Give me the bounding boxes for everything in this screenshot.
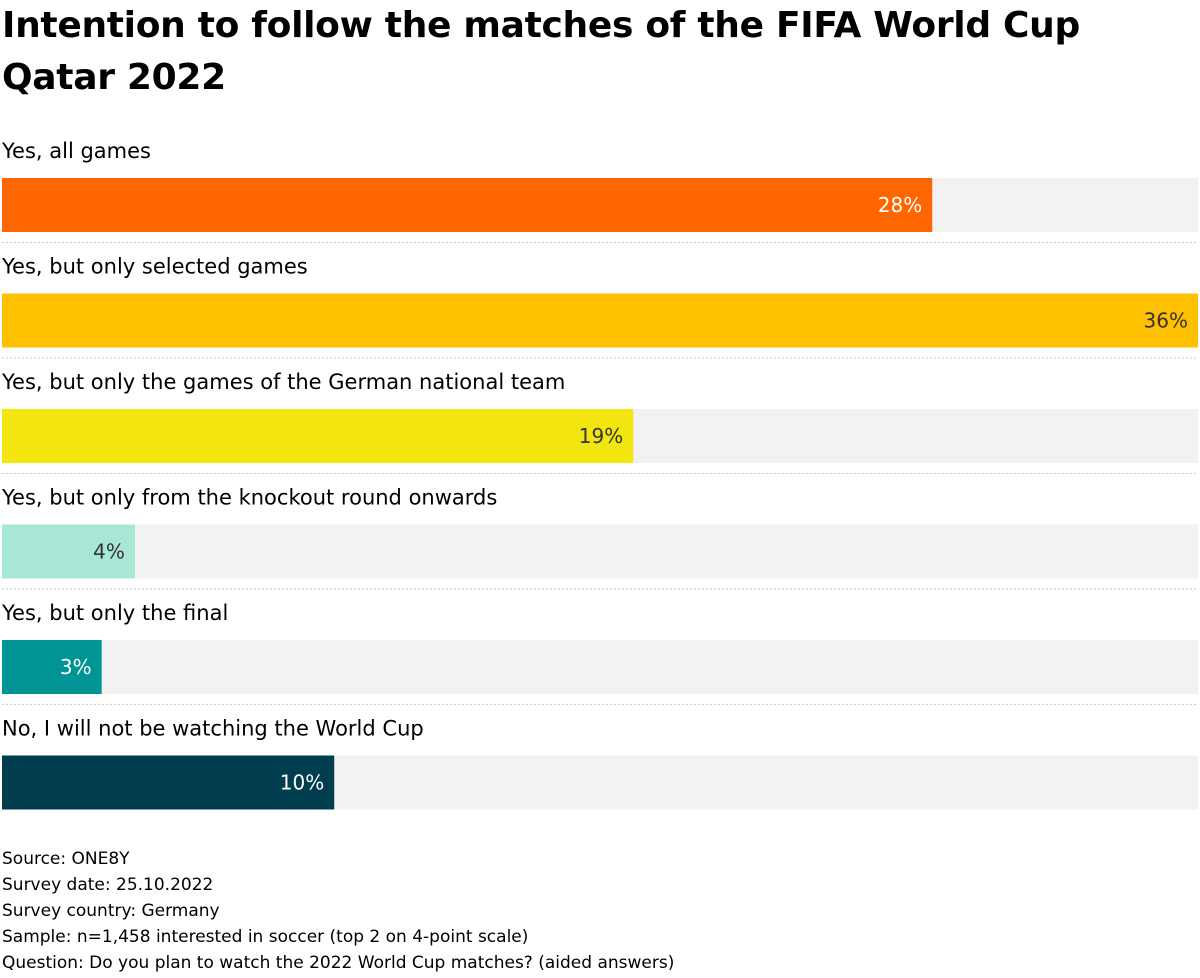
bar-chart: Yes, all games 28% Yes, but only selected … xyxy=(1,139,1198,810)
survey-country-note: Survey country: Germany xyxy=(2,901,220,921)
bar xyxy=(2,293,1198,348)
value-label: 19% xyxy=(579,424,623,448)
value-label: 4% xyxy=(93,540,125,564)
category-label: Yes, but only from the knockout round on… xyxy=(1,486,497,510)
bar-track xyxy=(2,524,1198,579)
bar xyxy=(2,409,634,463)
category-label: Yes, but only the games of the German na… xyxy=(1,370,565,394)
chart-footer: Source: ONE8Y Survey date: 25.10.2022 Su… xyxy=(2,846,674,976)
sample-note: Sample: n=1,458 interested in soccer (to… xyxy=(2,927,529,947)
category-label: Yes, all games xyxy=(1,139,151,163)
question-note: Question: Do you plan to watch the 2022 … xyxy=(2,953,675,973)
bar-track xyxy=(2,640,1198,694)
bar xyxy=(2,640,102,694)
value-label: 36% xyxy=(1144,309,1188,333)
bar xyxy=(2,178,933,232)
category-label: Yes, but only selected games xyxy=(1,255,308,279)
value-label: 28% xyxy=(878,193,922,217)
source-note: Source: ONE8Y xyxy=(2,849,130,869)
chart-title: Intention to follow the matches of the F… xyxy=(2,5,1080,98)
category-label: Yes, but only the final xyxy=(1,601,228,625)
value-label: 3% xyxy=(60,655,92,679)
bar xyxy=(2,755,335,810)
bar xyxy=(2,524,135,579)
survey-date-note: Survey date: 25.10.2022 xyxy=(2,875,214,895)
category-label: No, I will not be watching the World Cup xyxy=(2,717,424,741)
value-label: 10% xyxy=(280,771,324,795)
